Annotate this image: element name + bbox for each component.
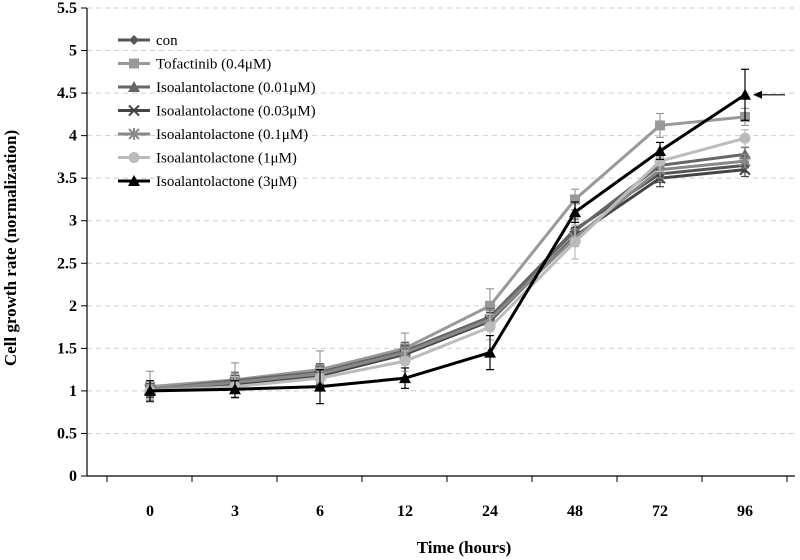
x-tick-labels: 0 3 6 12 24 48 72 96 <box>146 503 753 520</box>
legend-item: Isoalantolactone (0.03μM) <box>118 104 316 120</box>
legend-item: Isoalantolactone (0.01μM) <box>118 80 316 96</box>
series-line <box>149 168 746 392</box>
y-tick-label: 2.5 <box>57 255 77 272</box>
y-tick-label: 5.5 <box>57 0 77 17</box>
x-tick-label: 12 <box>397 503 413 520</box>
x-tick-label: 6 <box>316 503 324 520</box>
series-4 <box>144 153 751 397</box>
data-point <box>485 300 495 311</box>
data-point <box>399 355 411 367</box>
y-tick-label: 4 <box>69 128 77 145</box>
legend-marker <box>128 175 140 186</box>
x-tick-label: 72 <box>652 503 668 520</box>
series-5 <box>144 129 751 401</box>
legend-label: con <box>156 33 178 49</box>
data-point <box>569 236 581 248</box>
data-point <box>654 144 666 156</box>
legend-label: Isoalantolactone (0.1μM) <box>156 127 308 143</box>
data-point <box>399 372 411 384</box>
legend-label: Isoalantolactone (3μM) <box>156 174 297 190</box>
legend-item: Tofactinib (0.4μM) <box>118 57 271 73</box>
legend-item: Isoalantolactone (1μM) <box>118 151 297 167</box>
legend-item: Isoalantolactone (3μM) <box>118 174 297 190</box>
series-0 <box>145 158 750 399</box>
legend: con Tofactinib (0.4μM) Isoalantolactone (0… <box>118 33 316 190</box>
series-line <box>149 136 746 393</box>
y-tick-label: 1 <box>69 383 77 400</box>
legend-item: Isoalantolactone (0.1μM) <box>118 127 308 143</box>
legend-marker <box>128 104 140 117</box>
legend-marker <box>128 152 140 163</box>
y-tick-label: 1.5 <box>57 340 77 357</box>
series-6 <box>144 68 751 405</box>
x-tick-label: 24 <box>482 503 498 520</box>
legend-marker <box>128 81 140 92</box>
legend-label: Isoalantolactone (0.01μM) <box>156 80 316 96</box>
y-tick-labels: 0 0.5 1 1.5 2 2.5 3 3.5 4 4.5 5 5.5 <box>57 0 77 485</box>
y-axis-title: Cell growth rate (normalization) <box>1 130 20 366</box>
data-point <box>569 206 581 218</box>
data-point <box>739 163 751 176</box>
series-line <box>149 159 746 391</box>
y-tick-label: 0 <box>69 468 77 485</box>
legend-marker <box>128 128 140 140</box>
x-tick-label: 96 <box>737 503 753 520</box>
series-line <box>149 93 746 393</box>
series-3 <box>144 162 751 398</box>
series-line <box>149 163 746 393</box>
x-tick-label: 3 <box>231 503 239 520</box>
data-point <box>484 346 496 358</box>
y-tick-label: 5 <box>69 43 77 60</box>
legend-label: Isoalantolactone (1μM) <box>156 151 297 167</box>
y-tick-label: 2 <box>69 298 77 315</box>
data-point <box>654 155 666 167</box>
legend-item: con <box>118 33 178 49</box>
x-axis-title: Time (hours) <box>417 538 512 557</box>
data-point <box>739 155 751 168</box>
annotation-arrow-head <box>753 90 762 99</box>
x-tick-label: 48 <box>567 503 583 520</box>
legend-label: Tofactinib (0.4μM) <box>156 57 271 73</box>
data-point <box>484 321 496 333</box>
y-tick-label: 0.5 <box>57 425 77 442</box>
series-layer <box>144 68 785 405</box>
y-tick-label: 3.5 <box>57 170 77 187</box>
data-point <box>655 120 665 131</box>
data-point <box>144 384 156 396</box>
data-point <box>739 132 751 144</box>
data-point <box>739 88 751 100</box>
data-point <box>229 383 241 395</box>
legend-label: Isoalantolactone (0.03μM) <box>156 104 316 120</box>
legend-marker <box>129 35 139 45</box>
y-tick-label: 4.5 <box>57 85 77 102</box>
axes <box>81 7 795 482</box>
y-tick-label: 3 <box>69 213 77 230</box>
legend-marker <box>129 58 139 69</box>
x-tick-label: 0 <box>146 503 154 520</box>
data-point <box>314 380 326 392</box>
data-point <box>570 194 580 205</box>
